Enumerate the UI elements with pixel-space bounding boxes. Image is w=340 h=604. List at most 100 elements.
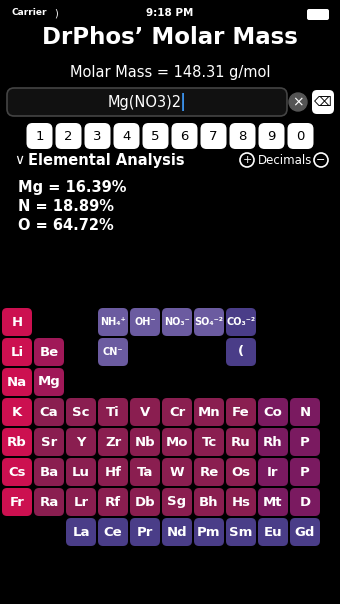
FancyBboxPatch shape (66, 488, 96, 516)
FancyBboxPatch shape (162, 428, 192, 456)
Text: Ti: Ti (106, 405, 120, 419)
FancyBboxPatch shape (2, 368, 32, 396)
FancyBboxPatch shape (194, 488, 224, 516)
FancyBboxPatch shape (98, 428, 128, 456)
FancyBboxPatch shape (162, 488, 192, 516)
FancyBboxPatch shape (2, 338, 32, 366)
FancyBboxPatch shape (2, 488, 32, 516)
FancyBboxPatch shape (258, 488, 288, 516)
FancyBboxPatch shape (290, 488, 320, 516)
Text: 1: 1 (35, 129, 44, 143)
Text: 7: 7 (209, 129, 218, 143)
Text: −: − (316, 155, 326, 165)
Text: ×: × (292, 95, 304, 109)
FancyBboxPatch shape (34, 488, 64, 516)
FancyBboxPatch shape (194, 428, 224, 456)
Text: Cs: Cs (8, 466, 26, 478)
FancyBboxPatch shape (201, 123, 226, 149)
FancyBboxPatch shape (194, 458, 224, 486)
FancyBboxPatch shape (194, 518, 224, 546)
FancyBboxPatch shape (2, 458, 32, 486)
Text: 4: 4 (122, 129, 131, 143)
FancyBboxPatch shape (162, 398, 192, 426)
FancyBboxPatch shape (98, 338, 128, 366)
Text: |: | (180, 93, 186, 111)
Text: Pr: Pr (137, 525, 153, 539)
Text: Na: Na (7, 376, 27, 388)
FancyBboxPatch shape (34, 458, 64, 486)
FancyBboxPatch shape (55, 123, 82, 149)
Text: Mg: Mg (38, 376, 61, 388)
Text: Fr: Fr (10, 495, 24, 509)
Text: O = 64.72%: O = 64.72% (18, 218, 114, 233)
Text: Eu: Eu (264, 525, 282, 539)
Text: Carrier: Carrier (12, 8, 48, 17)
FancyBboxPatch shape (66, 518, 96, 546)
Text: Fe: Fe (232, 405, 250, 419)
Text: W: W (170, 466, 184, 478)
Text: Mn: Mn (198, 405, 220, 419)
Text: Be: Be (39, 345, 58, 359)
Text: (: ( (238, 345, 244, 359)
FancyBboxPatch shape (290, 428, 320, 456)
FancyBboxPatch shape (162, 458, 192, 486)
Text: OH⁻: OH⁻ (134, 317, 156, 327)
Text: N = 18.89%: N = 18.89% (18, 199, 114, 214)
Text: SO₄⁻²: SO₄⁻² (194, 317, 223, 327)
Text: Tc: Tc (201, 435, 217, 449)
Text: Bh: Bh (199, 495, 219, 509)
Text: Mg = 16.39%: Mg = 16.39% (18, 180, 126, 195)
Text: Lu: Lu (72, 466, 90, 478)
Text: 3: 3 (93, 129, 102, 143)
Text: Molar Mass = 148.31 g/mol: Molar Mass = 148.31 g/mol (70, 65, 270, 80)
FancyBboxPatch shape (288, 123, 313, 149)
Text: Sr: Sr (41, 435, 57, 449)
Text: Sc: Sc (72, 405, 90, 419)
FancyBboxPatch shape (85, 123, 110, 149)
FancyBboxPatch shape (258, 518, 288, 546)
FancyBboxPatch shape (66, 398, 96, 426)
Text: Nb: Nb (135, 435, 155, 449)
FancyBboxPatch shape (226, 518, 256, 546)
Text: Pm: Pm (197, 525, 221, 539)
Text: Decimals: Decimals (258, 153, 312, 167)
FancyBboxPatch shape (130, 458, 160, 486)
Text: Rf: Rf (105, 495, 121, 509)
FancyBboxPatch shape (130, 428, 160, 456)
FancyBboxPatch shape (66, 458, 96, 486)
Text: Db: Db (135, 495, 155, 509)
Text: DrPhos’ Molar Mass: DrPhos’ Molar Mass (42, 26, 298, 49)
Text: Rh: Rh (263, 435, 283, 449)
FancyBboxPatch shape (7, 88, 287, 116)
Text: Ta: Ta (137, 466, 153, 478)
FancyBboxPatch shape (171, 123, 198, 149)
Text: 9: 9 (267, 129, 276, 143)
FancyBboxPatch shape (290, 458, 320, 486)
FancyBboxPatch shape (2, 398, 32, 426)
Text: 2: 2 (64, 129, 73, 143)
FancyBboxPatch shape (290, 518, 320, 546)
FancyBboxPatch shape (258, 398, 288, 426)
Text: Hs: Hs (232, 495, 251, 509)
Text: Y: Y (76, 435, 86, 449)
FancyBboxPatch shape (312, 90, 334, 114)
FancyBboxPatch shape (226, 398, 256, 426)
Text: H: H (12, 315, 22, 329)
FancyBboxPatch shape (34, 398, 64, 426)
FancyBboxPatch shape (226, 428, 256, 456)
Text: NH₄⁺: NH₄⁺ (100, 317, 126, 327)
Text: +: + (242, 155, 252, 165)
FancyBboxPatch shape (27, 123, 52, 149)
Text: Elemental Analysis: Elemental Analysis (28, 152, 185, 167)
Text: Ce: Ce (104, 525, 122, 539)
Text: Ra: Ra (39, 495, 58, 509)
Text: Li: Li (11, 345, 23, 359)
Text: ∨: ∨ (14, 153, 24, 167)
Text: Sm: Sm (229, 525, 253, 539)
FancyBboxPatch shape (98, 488, 128, 516)
FancyBboxPatch shape (194, 398, 224, 426)
FancyBboxPatch shape (142, 123, 169, 149)
FancyBboxPatch shape (130, 398, 160, 426)
FancyBboxPatch shape (114, 123, 139, 149)
Text: CO₃⁻²: CO₃⁻² (226, 317, 256, 327)
